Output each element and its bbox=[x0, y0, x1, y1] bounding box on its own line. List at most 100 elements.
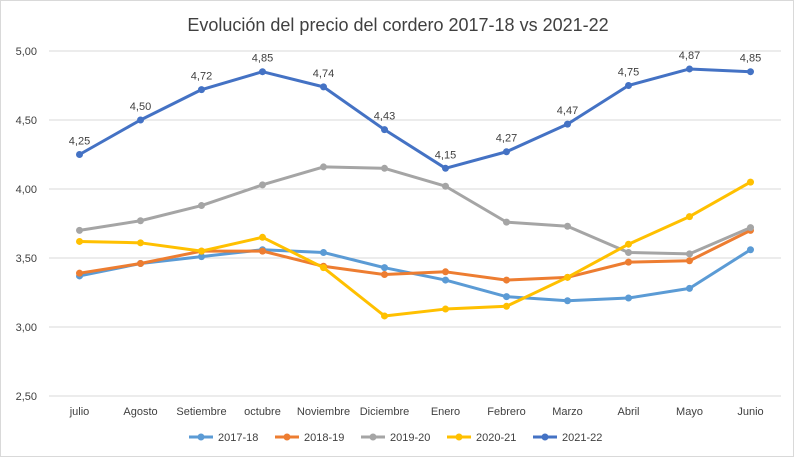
data-point bbox=[747, 246, 754, 254]
x-tick-label: Enero bbox=[431, 406, 460, 418]
y-tick-label: 3,00 bbox=[16, 322, 37, 334]
data-point bbox=[503, 218, 510, 226]
legend-item: 2017-18 bbox=[189, 432, 258, 444]
data-point bbox=[686, 284, 693, 292]
x-tick-label: julio bbox=[69, 406, 90, 418]
data-point bbox=[259, 233, 266, 241]
data-point bbox=[137, 239, 144, 247]
legend-marker bbox=[197, 433, 205, 441]
legend-label: 2019-20 bbox=[390, 432, 430, 444]
data-point bbox=[76, 269, 83, 277]
data-point bbox=[198, 253, 205, 261]
data-point bbox=[320, 248, 327, 256]
legend-label: 2017-18 bbox=[218, 432, 258, 444]
y-tick-label: 2,50 bbox=[16, 391, 37, 403]
series-line bbox=[78, 180, 752, 318]
series-2021-22 bbox=[76, 65, 754, 172]
x-tick-label: Diciembre bbox=[360, 406, 410, 418]
x-tick-label: Abril bbox=[617, 406, 639, 418]
series-lines bbox=[76, 65, 754, 320]
data-label: 4,85 bbox=[740, 53, 761, 65]
data-point bbox=[381, 126, 388, 134]
legend-label: 2018-19 bbox=[304, 432, 344, 444]
x-tick-label: Noviembre bbox=[297, 406, 350, 418]
data-point bbox=[76, 237, 83, 245]
data-point bbox=[564, 297, 571, 305]
data-point bbox=[442, 182, 449, 190]
data-point bbox=[503, 293, 510, 301]
data-point bbox=[503, 302, 510, 310]
data-point bbox=[503, 148, 510, 156]
data-point bbox=[259, 68, 266, 76]
data-labels: 4,25 4,50 4,72 4,85 4,74 4,43 4,15 4,27 4,47 4,75… bbox=[69, 50, 761, 161]
data-point bbox=[686, 65, 693, 73]
legend-marker bbox=[369, 433, 377, 441]
data-point bbox=[259, 247, 266, 255]
x-tick-label: Junio bbox=[737, 406, 763, 418]
data-point bbox=[686, 213, 693, 221]
data-label: 4,85 bbox=[252, 53, 273, 65]
data-label: 4,87 bbox=[679, 50, 700, 62]
legend-marker bbox=[455, 433, 463, 441]
data-point bbox=[381, 164, 388, 172]
data-point bbox=[747, 178, 754, 186]
x-tick-label: Marzo bbox=[552, 406, 583, 418]
legend-marker bbox=[283, 433, 291, 441]
data-point bbox=[198, 202, 205, 210]
legend-item: 2018-19 bbox=[275, 432, 344, 444]
series-2020-21 bbox=[76, 178, 754, 320]
data-point bbox=[625, 294, 632, 302]
data-point bbox=[442, 164, 449, 172]
x-tick-label: octubre bbox=[244, 406, 281, 418]
chart-title: Evolución del precio del cordero 2017-18… bbox=[187, 15, 608, 35]
data-point bbox=[625, 248, 632, 256]
data-point bbox=[625, 240, 632, 248]
series-2019-20 bbox=[76, 163, 754, 258]
data-point bbox=[503, 276, 510, 284]
series-line bbox=[78, 248, 752, 303]
data-label: 4,25 bbox=[69, 136, 90, 148]
data-point bbox=[564, 273, 571, 281]
data-label: 4,43 bbox=[374, 111, 395, 123]
data-point bbox=[76, 151, 83, 158]
data-label: 4,47 bbox=[557, 105, 578, 117]
data-point bbox=[76, 226, 83, 234]
data-point bbox=[137, 260, 144, 268]
legend-item: 2020-21 bbox=[447, 432, 516, 444]
data-point bbox=[442, 276, 449, 284]
data-point bbox=[442, 268, 449, 276]
data-point bbox=[442, 305, 449, 313]
data-point bbox=[381, 264, 388, 272]
data-point bbox=[137, 217, 144, 225]
y-axis-ticks: 2,50 3,00 3,50 4,00 4,50 5,00 bbox=[16, 46, 37, 403]
y-tick-label: 3,50 bbox=[16, 253, 37, 265]
x-tick-label: Mayo bbox=[676, 406, 703, 418]
data-point bbox=[320, 83, 327, 91]
x-tick-label: Agosto bbox=[123, 406, 157, 418]
legend-item: 2019-20 bbox=[361, 432, 430, 444]
data-point bbox=[686, 257, 693, 265]
y-tick-label: 4,50 bbox=[16, 115, 37, 127]
legend: 2017-18 2018-19 2019-20 2020-21 2021-22 bbox=[189, 432, 602, 444]
data-point bbox=[686, 250, 693, 258]
data-point bbox=[564, 222, 571, 230]
data-point bbox=[198, 86, 205, 94]
data-point bbox=[320, 264, 327, 272]
legend-item: 2021-22 bbox=[533, 432, 602, 444]
data-label: 4,15 bbox=[435, 149, 456, 161]
data-label: 4,74 bbox=[313, 68, 334, 80]
x-tick-label: Setiembre bbox=[176, 406, 226, 418]
data-label: 4,72 bbox=[191, 71, 212, 83]
data-label: 4,50 bbox=[130, 101, 151, 113]
legend-marker bbox=[541, 433, 549, 441]
data-point bbox=[137, 116, 144, 124]
data-point bbox=[625, 82, 632, 89]
data-label: 4,27 bbox=[496, 133, 517, 145]
data-point bbox=[625, 258, 632, 266]
legend-label: 2020-21 bbox=[476, 432, 516, 444]
x-tick-label: Febrero bbox=[487, 406, 526, 418]
y-tick-label: 5,00 bbox=[16, 46, 37, 58]
data-point bbox=[381, 312, 388, 320]
